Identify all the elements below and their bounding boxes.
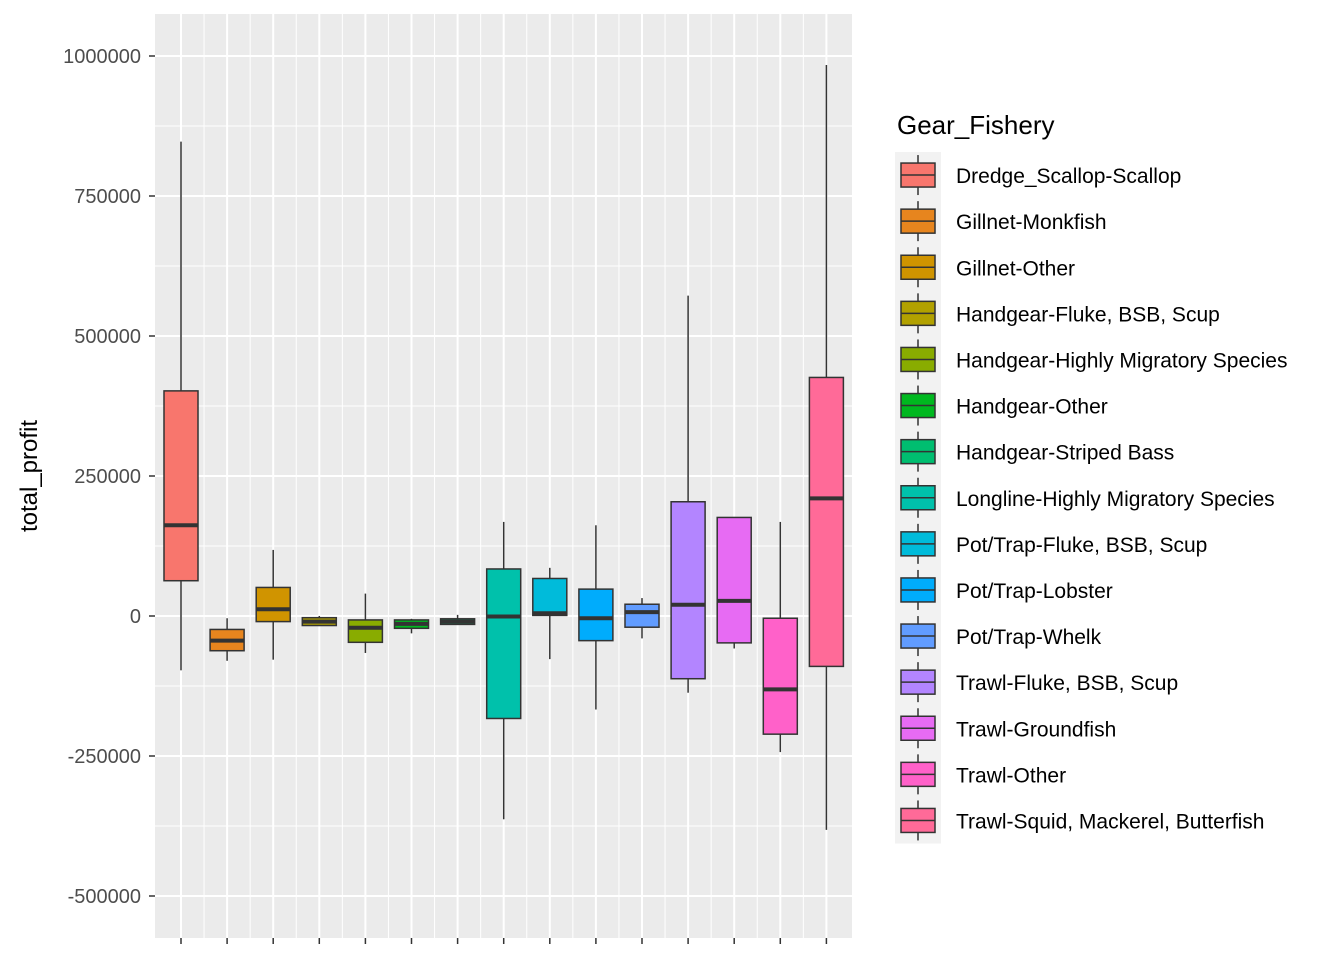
box-body — [532, 577, 568, 617]
legend-label: Pot/Trap-Whelk — [956, 626, 1102, 649]
box-4 — [301, 616, 338, 627]
legend-label: Pot/Trap-Fluke, BSB, Scup — [956, 534, 1207, 557]
legend-item: Trawl-Squid, Mackerel, Butterfish — [900, 800, 1265, 841]
legend: Gear_Fishery Dredge_Scallop-Scallop Gilln… — [895, 110, 1287, 844]
legend-label: Trawl-Other — [956, 764, 1066, 787]
y-tick-label: 0 — [130, 606, 141, 628]
legend-item: Handgear-Fluke, BSB, Scup — [900, 293, 1220, 334]
legend-label: Handgear-Other — [956, 396, 1108, 419]
legend-item: Longline-Highly Migratory Species — [900, 477, 1275, 518]
y-axis: 1000000 750000 500000 250000 0 -250000 -500000 — [63, 46, 828, 944]
legend-label: Pot/Trap-Lobster — [956, 580, 1113, 603]
box-5 — [347, 593, 384, 653]
box-body — [578, 588, 614, 642]
box-2 — [209, 618, 245, 661]
legend-item: Trawl-Other — [900, 754, 1066, 795]
legend-label: Longline-Highly Migratory Species — [956, 488, 1275, 511]
box-7 — [439, 614, 476, 626]
y-axis-title: total_profit — [16, 420, 43, 532]
box-10 — [578, 525, 614, 710]
legend-label: Gillnet-Other — [956, 257, 1075, 280]
legend-label: Trawl-Fluke, BSB, Scup — [956, 672, 1178, 695]
y-tick-label: 1000000 — [63, 46, 141, 68]
panel — [155, 14, 852, 938]
box-13 — [716, 516, 752, 649]
box-body — [255, 586, 291, 623]
box-body — [808, 376, 845, 668]
box-15 — [808, 64, 845, 830]
legend-item: Dredge_Scallop-Scallop — [900, 155, 1181, 196]
box-3 — [255, 549, 291, 660]
legend-label: Handgear-Striped Bass — [956, 442, 1174, 465]
legend-item: Pot/Trap-Lobster — [900, 569, 1113, 610]
y-tick-label: 750000 — [74, 186, 141, 208]
legend-label: Handgear-Highly Migratory Species — [956, 349, 1287, 372]
box-9 — [532, 567, 568, 660]
box-body — [485, 568, 522, 720]
box-6 — [393, 618, 430, 634]
legend-item: Pot/Trap-Whelk — [900, 616, 1102, 657]
box-body — [163, 390, 199, 582]
box-12 — [670, 295, 706, 693]
legend-label: Trawl-Squid, Mackerel, Butterfish — [956, 810, 1265, 833]
y-tick-label: 250000 — [74, 466, 141, 488]
legend-label: Trawl-Groundfish — [956, 718, 1116, 741]
legend-item: Pot/Trap-Fluke, BSB, Scup — [900, 523, 1207, 564]
box-14 — [762, 521, 799, 753]
box-body — [716, 516, 752, 644]
boxes — [163, 64, 845, 830]
box-8 — [485, 521, 522, 820]
legend-item: Gillnet-Monkfish — [900, 201, 1107, 242]
legend-item: Handgear-Highly Migratory Species — [900, 339, 1287, 380]
legend-label: Gillnet-Monkfish — [956, 211, 1107, 234]
box-body — [347, 619, 384, 644]
box-body — [624, 603, 660, 628]
box-body — [670, 501, 706, 680]
legend-item: Trawl-Groundfish — [900, 708, 1116, 749]
legend-item: Handgear-Other — [900, 385, 1108, 426]
y-tick-label: -250000 — [68, 746, 141, 768]
box-1 — [163, 141, 199, 671]
y-tick-label: 500000 — [74, 326, 141, 348]
legend-item: Trawl-Fluke, BSB, Scup — [900, 662, 1178, 703]
legend-items: Dredge_Scallop-Scallop Gillnet-Monkfish Gi… — [895, 152, 1287, 844]
legend-item: Handgear-Striped Bass — [900, 431, 1174, 472]
y-tick-label: -500000 — [68, 886, 141, 908]
legend-title: Gear_Fishery — [897, 110, 1055, 140]
legend-item: Gillnet-Other — [900, 247, 1075, 288]
legend-label: Handgear-Fluke, BSB, Scup — [956, 303, 1220, 326]
legend-label: Dredge_Scallop-Scallop — [956, 165, 1181, 188]
box-11 — [624, 598, 660, 639]
box-body — [762, 617, 799, 735]
